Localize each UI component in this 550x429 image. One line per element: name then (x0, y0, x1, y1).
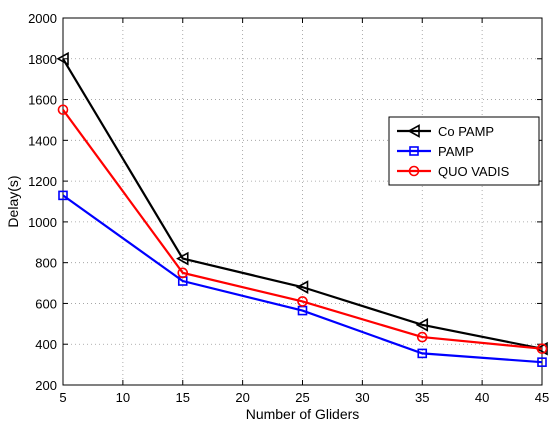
series-line (62, 109, 543, 350)
axis-ticks: 5 10 15 20 25 30 35 40 45 200 400 600 800 1000 1200 140… (28, 11, 549, 405)
data-point (176, 251, 189, 266)
legend-label: Co PAMP (438, 124, 494, 139)
y-tick-label: 2000 (28, 11, 57, 26)
data-point (177, 267, 189, 279)
series-line (62, 58, 543, 350)
y-tick-label: 1400 (28, 133, 57, 148)
legend-swatch-marker (408, 165, 420, 177)
x-tick-label: 5 (59, 390, 66, 405)
y-tick-label: 1800 (28, 52, 57, 67)
data-point (537, 357, 547, 367)
x-tick-label: 25 (295, 390, 309, 405)
data-point (57, 104, 69, 116)
series-group (56, 51, 548, 367)
legend-swatch-marker (407, 124, 420, 138)
y-tick-label: 1200 (28, 174, 57, 189)
y-tick-label: 200 (35, 378, 57, 393)
y-tick-label: 400 (35, 337, 57, 352)
legend: Co PAMP PAMP QUO VADIS (388, 116, 540, 186)
data-point (56, 51, 69, 66)
y-tick-label: 1600 (28, 93, 57, 108)
x-tick-label: 15 (176, 390, 190, 405)
x-axis-label: Number of Gliders (246, 406, 360, 422)
y-tick-label: 1000 (28, 215, 57, 230)
data-point (297, 296, 308, 307)
data-point (58, 190, 68, 201)
x-tick-label: 10 (116, 390, 130, 405)
x-tick-label: 45 (535, 390, 549, 405)
y-axis-label: Delay(s) (5, 175, 21, 227)
series-co-pamp (56, 51, 548, 356)
data-point (295, 280, 309, 294)
legend-item: PAMP (397, 144, 474, 159)
x-tick-label: 30 (355, 390, 369, 405)
series-pamp (58, 190, 547, 367)
legend-label: PAMP (438, 144, 474, 159)
y-tick-label: 600 (35, 296, 57, 311)
legend-item: QUO VADIS (397, 164, 510, 179)
legend-swatch-marker (409, 146, 419, 156)
legend-item: Co PAMP (397, 124, 494, 139)
x-tick-label: 40 (475, 390, 489, 405)
data-point (415, 317, 429, 332)
data-point (416, 331, 428, 343)
x-tick-label: 20 (235, 390, 249, 405)
y-tick-label: 800 (35, 256, 57, 271)
plot-area-frame (62, 17, 543, 386)
data-point (417, 348, 428, 359)
series-line (62, 194, 543, 364)
data-point (536, 343, 548, 355)
grid-lines (63, 18, 542, 385)
legend-label: QUO VADIS (438, 164, 510, 179)
series-quo-vadis (57, 104, 548, 355)
x-tick-label: 35 (415, 390, 429, 405)
